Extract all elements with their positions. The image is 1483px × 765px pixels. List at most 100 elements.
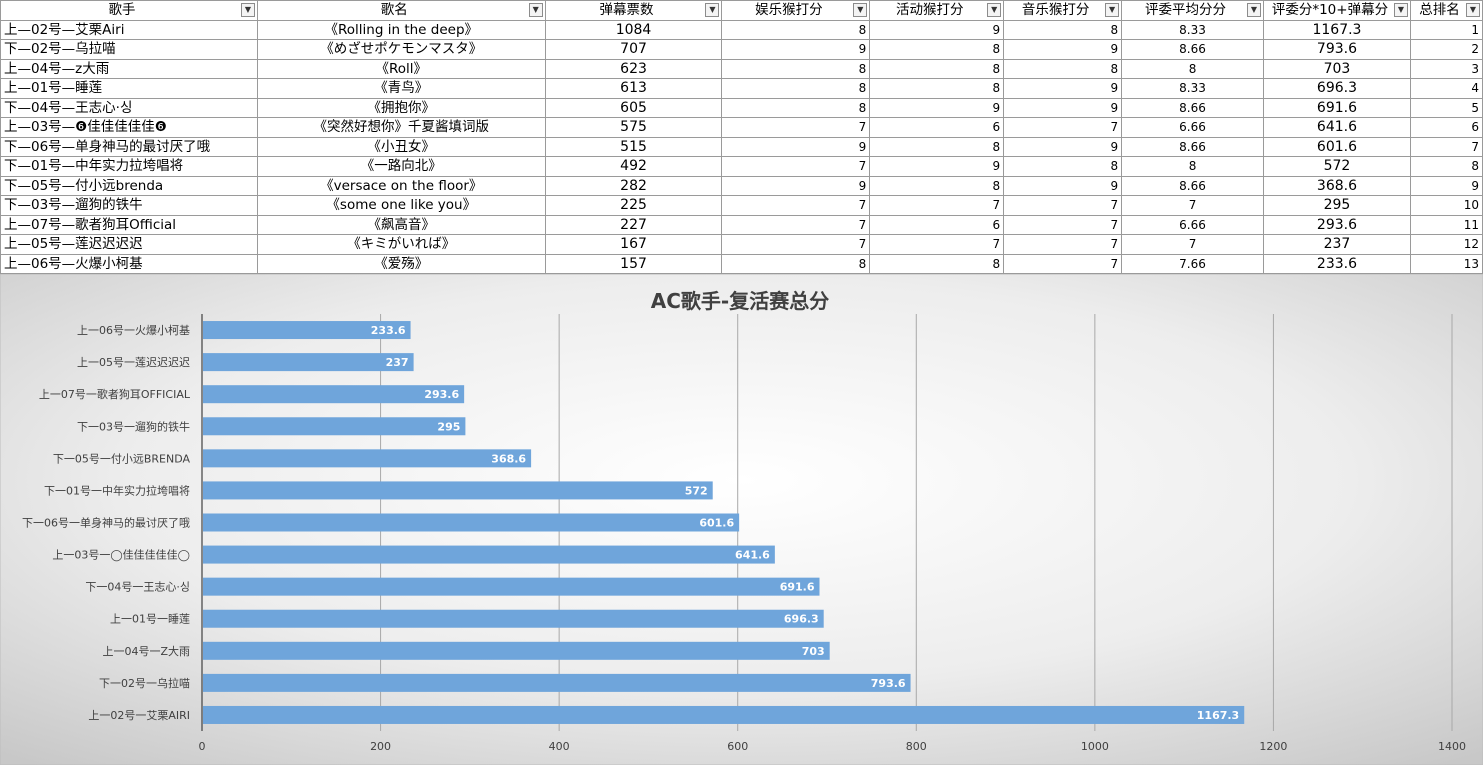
cell-singer[interactable]: 下—04号—王志心·싱: [0, 97, 258, 118]
cell-total-score[interactable]: 233.6: [1262, 253, 1411, 274]
cell-ent-score[interactable]: 8: [721, 97, 871, 118]
cell-avg-score[interactable]: 8.33: [1121, 78, 1264, 99]
cell-song[interactable]: 《Roll》: [256, 58, 546, 79]
cell-rank[interactable]: 5: [1409, 97, 1483, 118]
cell-votes[interactable]: 157: [544, 253, 723, 274]
cell-act-score[interactable]: 7: [869, 234, 1005, 255]
cell-song[interactable]: 《versace on the floor》: [256, 175, 546, 196]
cell-avg-score[interactable]: 6.66: [1121, 117, 1264, 138]
cell-rank[interactable]: 2: [1409, 39, 1483, 60]
cell-music-score[interactable]: 9: [1003, 136, 1123, 157]
cell-ent-score[interactable]: 9: [721, 136, 871, 157]
cell-votes[interactable]: 515: [544, 136, 723, 157]
cell-votes[interactable]: 492: [544, 156, 723, 177]
cell-votes[interactable]: 707: [544, 39, 723, 60]
cell-singer[interactable]: 上—05号—莲迟迟迟迟: [0, 234, 258, 255]
cell-song[interactable]: 《爱殇》: [256, 253, 546, 274]
cell-ent-score[interactable]: 8: [721, 19, 871, 40]
cell-avg-score[interactable]: 6.66: [1121, 214, 1264, 235]
cell-song[interactable]: 《突然好想你》千夏酱填词版: [256, 117, 546, 138]
cell-ent-score[interactable]: 7: [721, 195, 871, 216]
cell-avg-score[interactable]: 7.66: [1121, 253, 1264, 274]
cell-singer[interactable]: 上—07号—歌者狗耳Official: [0, 214, 258, 235]
cell-avg-score[interactable]: 8: [1121, 58, 1264, 79]
cell-votes[interactable]: 605: [544, 97, 723, 118]
cell-ent-score[interactable]: 9: [721, 175, 871, 196]
cell-avg-score[interactable]: 8.66: [1121, 175, 1264, 196]
cell-votes[interactable]: 1084: [544, 19, 723, 40]
cell-act-score[interactable]: 8: [869, 58, 1005, 79]
cell-rank[interactable]: 3: [1409, 58, 1483, 79]
cell-avg-score[interactable]: 7: [1121, 195, 1264, 216]
cell-total-score[interactable]: 237: [1262, 234, 1411, 255]
cell-total-score[interactable]: 641.6: [1262, 117, 1411, 138]
cell-rank[interactable]: 1: [1409, 19, 1483, 40]
cell-rank[interactable]: 10: [1409, 195, 1483, 216]
cell-song[interactable]: 《めざせポケモンマスタ》: [256, 39, 546, 60]
cell-act-score[interactable]: 9: [869, 19, 1005, 40]
cell-total-score[interactable]: 601.6: [1262, 136, 1411, 157]
cell-votes[interactable]: 225: [544, 195, 723, 216]
cell-act-score[interactable]: 6: [869, 214, 1005, 235]
cell-ent-score[interactable]: 8: [721, 253, 871, 274]
cell-music-score[interactable]: 7: [1003, 195, 1123, 216]
cell-music-score[interactable]: 9: [1003, 39, 1123, 60]
cell-act-score[interactable]: 8: [869, 39, 1005, 60]
dropdown-arrow-icon[interactable]: ▼: [1246, 3, 1261, 17]
cell-song[interactable]: 《一路向北》: [256, 156, 546, 177]
cell-total-score[interactable]: 1167.3: [1262, 19, 1411, 40]
cell-votes[interactable]: 613: [544, 78, 723, 99]
cell-singer[interactable]: 下—01号—中年实力拉垮唱将: [0, 156, 258, 177]
cell-song[interactable]: 《some one like you》: [256, 195, 546, 216]
cell-rank[interactable]: 12: [1409, 234, 1483, 255]
cell-rank[interactable]: 9: [1409, 175, 1483, 196]
cell-total-score[interactable]: 793.6: [1262, 39, 1411, 60]
cell-act-score[interactable]: 9: [869, 97, 1005, 118]
cell-votes[interactable]: 623: [544, 58, 723, 79]
cell-ent-score[interactable]: 7: [721, 214, 871, 235]
cell-ent-score[interactable]: 9: [721, 39, 871, 60]
dropdown-arrow-icon[interactable]: ▼: [1105, 3, 1120, 17]
dropdown-arrow-icon[interactable]: ▼: [705, 3, 720, 17]
cell-avg-score[interactable]: 8.66: [1121, 39, 1264, 60]
cell-rank[interactable]: 11: [1409, 214, 1483, 235]
cell-total-score[interactable]: 691.6: [1262, 97, 1411, 118]
cell-singer[interactable]: 下—06号—单身神马的最讨厌了哦: [0, 136, 258, 157]
cell-music-score[interactable]: 7: [1003, 253, 1123, 274]
cell-singer[interactable]: 上—01号—睡莲: [0, 78, 258, 99]
cell-total-score[interactable]: 703: [1262, 58, 1411, 79]
cell-music-score[interactable]: 8: [1003, 58, 1123, 79]
cell-total-score[interactable]: 572: [1262, 156, 1411, 177]
cell-song[interactable]: 《飙高音》: [256, 214, 546, 235]
cell-rank[interactable]: 4: [1409, 78, 1483, 99]
cell-rank[interactable]: 8: [1409, 156, 1483, 177]
cell-total-score[interactable]: 368.6: [1262, 175, 1411, 196]
cell-act-score[interactable]: 6: [869, 117, 1005, 138]
cell-rank[interactable]: 13: [1409, 253, 1483, 274]
cell-music-score[interactable]: 7: [1003, 234, 1123, 255]
dropdown-arrow-icon[interactable]: ▼: [528, 3, 543, 17]
cell-rank[interactable]: 7: [1409, 136, 1483, 157]
cell-singer[interactable]: 上—03号—❻佳佳佳佳佳❻: [0, 117, 258, 138]
dropdown-arrow-icon[interactable]: ▼: [987, 3, 1002, 17]
cell-avg-score[interactable]: 8.33: [1121, 19, 1264, 40]
cell-act-score[interactable]: 8: [869, 78, 1005, 99]
cell-music-score[interactable]: 9: [1003, 78, 1123, 99]
cell-song[interactable]: 《青鸟》: [256, 78, 546, 99]
cell-total-score[interactable]: 295: [1262, 195, 1411, 216]
cell-music-score[interactable]: 7: [1003, 117, 1123, 138]
dropdown-arrow-icon[interactable]: ▼: [240, 3, 255, 17]
cell-avg-score[interactable]: 8.66: [1121, 97, 1264, 118]
dropdown-arrow-icon[interactable]: ▼: [1466, 3, 1480, 17]
cell-rank[interactable]: 6: [1409, 117, 1483, 138]
cell-act-score[interactable]: 7: [869, 195, 1005, 216]
cell-votes[interactable]: 282: [544, 175, 723, 196]
cell-act-score[interactable]: 8: [869, 136, 1005, 157]
cell-ent-score[interactable]: 8: [721, 78, 871, 99]
cell-total-score[interactable]: 696.3: [1262, 78, 1411, 99]
cell-act-score[interactable]: 8: [869, 253, 1005, 274]
cell-ent-score[interactable]: 7: [721, 156, 871, 177]
cell-total-score[interactable]: 293.6: [1262, 214, 1411, 235]
cell-ent-score[interactable]: 8: [721, 58, 871, 79]
cell-music-score[interactable]: 8: [1003, 19, 1123, 40]
